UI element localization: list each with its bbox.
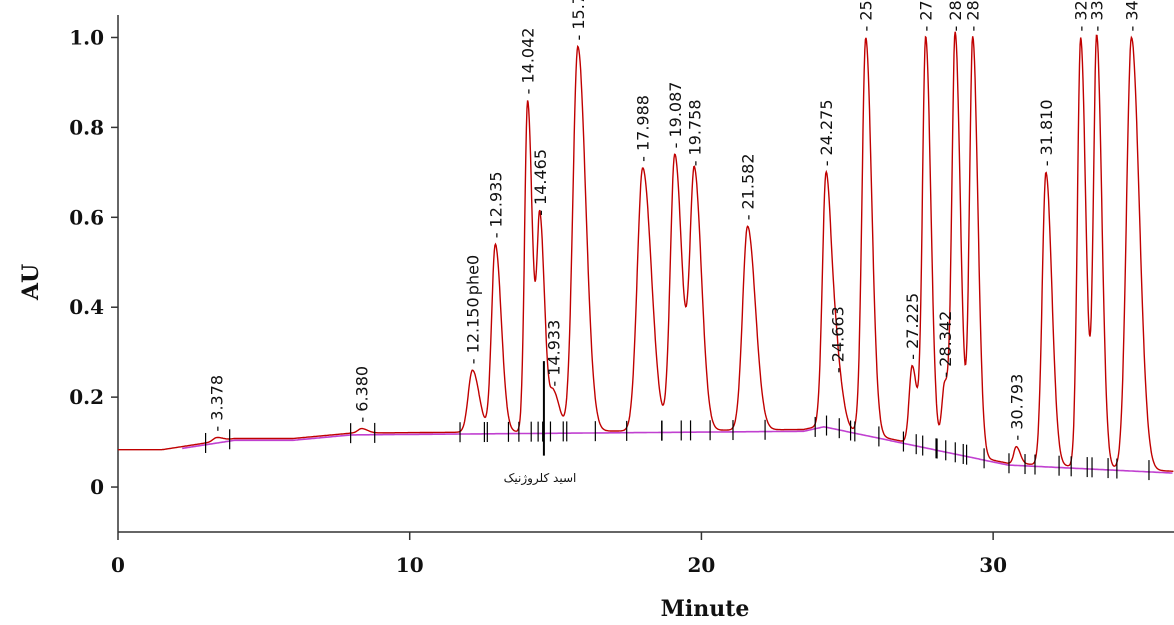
- peak-label: - 25.633: [857, 0, 876, 32]
- peak-label: - 33.553: [1088, 0, 1107, 32]
- peak-label: - 12.150: [463, 297, 482, 364]
- peak-label: - 15.763: [569, 0, 588, 41]
- peak-label: - 27.688: [917, 0, 936, 32]
- peak-label: - 3.378: [208, 375, 227, 432]
- peak-label: - 19.758: [685, 99, 704, 166]
- y-tick-label: 0.2: [69, 385, 104, 409]
- peak-label: - 24.663: [829, 306, 848, 373]
- peak-label: - 19.087: [666, 82, 685, 149]
- peak-label: - 17.988: [634, 95, 653, 162]
- y-tick-label: 0.4: [69, 295, 104, 319]
- x-tick-label: 10: [396, 553, 424, 577]
- axes: 0 0.2 0.4 0.6 0.8 1.0 0 10 20 30: [69, 15, 1174, 577]
- peak-label: - 34.742: [1123, 0, 1142, 32]
- peak-label: - 28.540: [946, 0, 965, 32]
- label-layer: - 3.378 - 6.380 - 12.150 phe0- 12.935 - 14.0…: [208, 0, 1142, 441]
- marker-layer: [205, 361, 1150, 481]
- peak-label: - 14.933: [545, 320, 564, 387]
- peak-label: - 6.380: [353, 366, 372, 423]
- peak-label: - 24.275: [817, 99, 836, 166]
- peak-label: - 28.342: [936, 311, 955, 378]
- y-tick-label: 0: [90, 475, 104, 499]
- peak-label: - 31.810: [1037, 99, 1056, 166]
- peak-label: - 21.582: [739, 153, 758, 220]
- compound-annotation: اسید کلروژنیک: [504, 471, 577, 486]
- x-axis-title: Minute: [661, 596, 750, 621]
- y-tick-label: 1.0: [69, 25, 104, 49]
- x-tick-label: 0: [111, 553, 125, 577]
- chromatogram-trace: [118, 31, 1174, 472]
- baseline-layer: [182, 425, 1173, 474]
- peak-label: - 14.042: [519, 28, 538, 95]
- peak-label: - 27.225: [903, 293, 922, 360]
- trace-layer: [118, 31, 1174, 472]
- peak-label: - 12.935: [486, 171, 505, 238]
- y-tick-label: 0.8: [69, 115, 104, 139]
- peak-label: - 32.938: [1072, 0, 1091, 32]
- peak-label: - 14.465: [531, 149, 550, 216]
- baseline-curve: [182, 425, 1173, 474]
- peak-label: - 28.908: [964, 0, 983, 32]
- y-tick-label: 0.6: [69, 205, 104, 229]
- y-axis-title: AU: [18, 264, 44, 301]
- x-tick-label: 30: [979, 553, 1007, 577]
- x-tick-label: 20: [688, 553, 716, 577]
- peak-label: phe0: [463, 255, 482, 295]
- peak-label: - 30.793: [1007, 374, 1026, 441]
